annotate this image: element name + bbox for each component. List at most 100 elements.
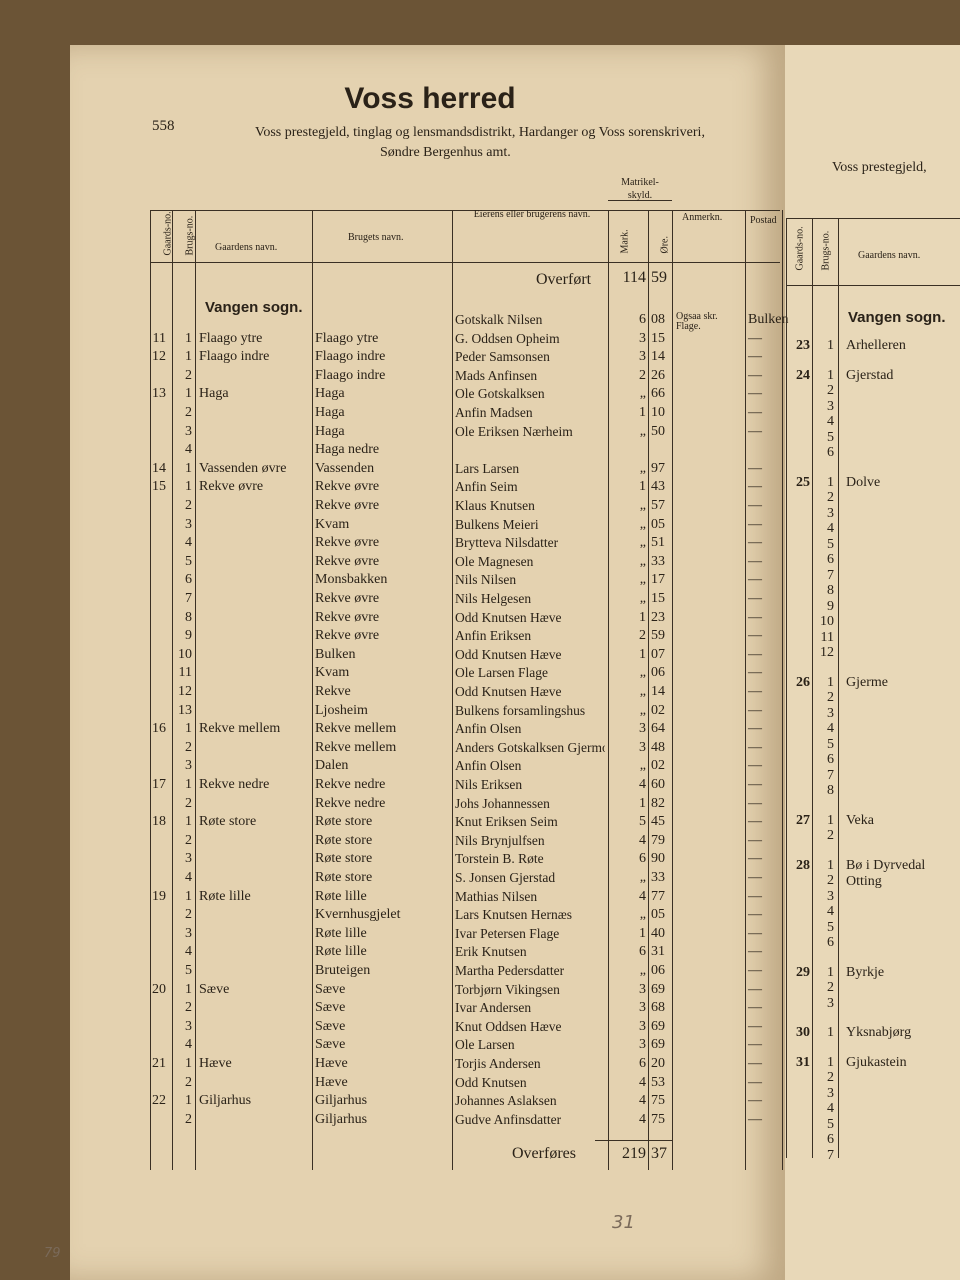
brug-name: Ljosheim: [315, 702, 368, 718]
gaard-no: 22: [152, 1093, 166, 1109]
owner-name: Anfin Seim: [455, 479, 518, 495]
brug-no: 5: [185, 963, 192, 978]
gaard-no: 25: [796, 474, 810, 490]
mark: „: [639, 498, 646, 513]
header-gaardens: Gaardens navn.: [215, 242, 278, 253]
column-rule: [195, 210, 196, 1170]
brug-no: 1: [185, 1056, 192, 1071]
ore: 26: [651, 367, 665, 383]
brug-no: 3: [185, 423, 192, 439]
brug-name: Rekve øvre: [315, 479, 380, 495]
brug-no: 3: [185, 516, 192, 532]
ore: 79: [651, 832, 665, 848]
mark: 4: [639, 888, 646, 904]
brug-no: 4: [827, 414, 834, 429]
gaard-no: 12: [152, 349, 166, 365]
post-address: —: [748, 814, 762, 830]
brug-name: Kvam: [315, 516, 350, 532]
mark: 3: [639, 1037, 646, 1053]
post-address: —: [748, 535, 762, 551]
brug-name: Haga: [315, 405, 345, 420]
gaard-name: Byrkje: [846, 964, 885, 980]
ore: 08: [651, 312, 665, 327]
brug-name: Kvam: [315, 665, 350, 681]
mark: 3: [639, 739, 646, 755]
gaard-name: Gjerme: [846, 674, 888, 690]
carried-out-label: Overføres: [512, 1145, 576, 1163]
brug-name: Haga: [315, 423, 345, 439]
owner-name: Odd Knutsen Hæve: [455, 646, 562, 662]
brug-name: Haga: [315, 386, 345, 402]
section-heading: Vangen sogn.: [205, 299, 303, 316]
brug-no: 4: [185, 1037, 192, 1053]
brug-no: 1: [185, 330, 192, 346]
brug-no: 2: [827, 1070, 834, 1085]
brug-no: 1: [827, 367, 834, 383]
brug-no: 3: [185, 851, 192, 867]
mark: „: [639, 702, 646, 718]
brug-no: 1: [827, 857, 834, 873]
brug-name: Flaago indre: [315, 349, 386, 365]
ore: 59: [651, 628, 665, 644]
brug-name: Dalen: [315, 758, 349, 774]
ore: 57: [651, 498, 665, 513]
brug-no: 2: [185, 405, 192, 420]
mark: „: [639, 907, 646, 923]
column-rule: [452, 210, 453, 1170]
brug-no: 2: [185, 795, 192, 811]
ore: 48: [651, 739, 665, 755]
post-address: —: [748, 460, 762, 476]
owner-name: G. Oddsen Opheim: [455, 330, 560, 346]
brug-no: 7: [827, 1147, 834, 1163]
mark: 1: [639, 646, 646, 662]
owner-name: Knut Eriksen Seim: [455, 814, 558, 830]
brug-no: 2: [185, 498, 192, 513]
post-address: —: [748, 367, 762, 383]
ore: 31: [651, 944, 665, 960]
brug-no: 13: [178, 702, 192, 718]
brug-no: 5: [827, 736, 834, 752]
mark: 6: [639, 851, 646, 867]
owner-name: Bulkens forsamlingshus: [455, 702, 586, 718]
brug-no: 2: [827, 690, 834, 705]
mark: 6: [639, 1056, 646, 1071]
post-address: —: [748, 739, 762, 755]
mark: 4: [639, 777, 646, 792]
brug-name: Rekve øvre: [315, 609, 380, 625]
brug-name: Vassenden: [315, 460, 375, 476]
column-rule: [782, 210, 783, 1170]
post-address: —: [748, 516, 762, 532]
post-address: —: [748, 1093, 762, 1109]
gaard-name: Rekve nedre: [199, 777, 270, 792]
owner-name: Ivar Petersen Flage: [455, 925, 560, 941]
post-address: —: [748, 553, 762, 569]
brug-name: Rekve øvre: [315, 591, 380, 606]
owner-name: Nils Nilsen: [455, 572, 517, 588]
post-address: —: [748, 498, 762, 513]
ore: 05: [651, 516, 665, 532]
ore: 23: [651, 609, 665, 625]
brug-no: 1: [185, 721, 192, 737]
column-rule: [672, 210, 673, 1170]
brug-no: 6: [827, 752, 834, 767]
post-address: —: [748, 870, 762, 885]
mark: „: [639, 386, 646, 402]
brug-no: 6: [827, 445, 834, 460]
brug-no: 7: [827, 767, 834, 783]
post-address: —: [748, 702, 762, 718]
brug-no: 1: [185, 777, 192, 792]
brug-name: Giljarhus: [315, 1111, 368, 1127]
gaard-name: Giljarhus: [199, 1093, 252, 1109]
mark: 3: [639, 981, 646, 997]
subtitle: Søndre Bergenhus amt.: [380, 145, 511, 160]
brug-no: 3: [827, 705, 834, 721]
mark: 3: [639, 1018, 646, 1034]
carried-in-ore: 59: [651, 269, 667, 286]
owner-name: Mads Anfinsen: [455, 367, 538, 383]
gaard-no: 29: [796, 964, 810, 980]
ore: 60: [651, 777, 665, 792]
brug-no: 3: [185, 1018, 192, 1034]
brug-no: 6: [827, 552, 834, 567]
gaard-name: Røte lille: [199, 888, 251, 904]
gaard-name: Hæve: [199, 1056, 232, 1071]
